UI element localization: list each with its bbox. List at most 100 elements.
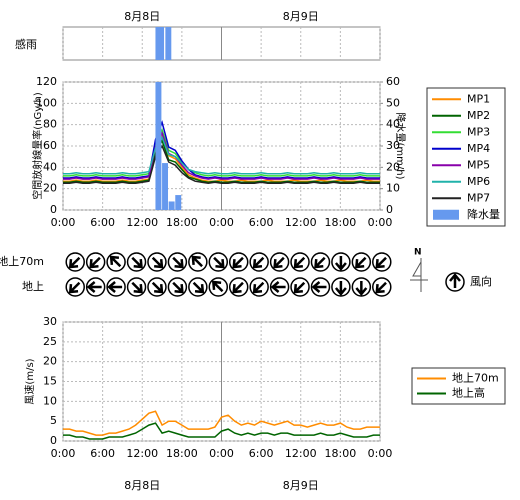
arrow-shape [191,255,203,268]
x-tick-label: 6:00 [90,216,115,229]
row-label: 地上 [22,280,44,293]
y-tick-label: 60 [43,139,57,152]
compass [410,258,428,292]
series-line [63,133,380,182]
wind-arrow [290,277,310,297]
arrow-shape [355,256,367,269]
series-line [63,422,380,440]
x-tick-label: 0:00 [209,216,234,229]
wind-arrow [290,252,310,272]
wind-arrow [85,252,106,272]
y-axis-label: 風速(m/s) [24,358,36,404]
wind-arrow [269,252,290,272]
y2-tick-label: 40 [386,118,400,131]
legend-label: MP5 [467,158,490,171]
y2-axis-label: 降水量(mm/h) [394,113,407,180]
series-line [63,120,380,179]
x-tick-label: 12:00 [126,447,158,460]
legend-label: MP6 [467,175,490,188]
y-tick-label: 15 [43,375,57,388]
x-tick-label: 12:00 [285,447,317,460]
arrow-shape [68,256,81,269]
arrow-shape [151,281,164,294]
rain-period [165,27,172,60]
series-line [63,131,380,180]
legend-label: MP7 [467,191,490,204]
wind-arrow [85,277,106,297]
y-tick-label: 40 [43,160,57,173]
arrow-shape [172,256,184,269]
wind-arrow [106,252,126,272]
arrow-shape [192,281,205,294]
date-label: 8月8日 [124,479,160,492]
arrow-shape [232,281,244,294]
arrow-shape [293,281,306,294]
wind-arrow [208,277,229,297]
date-label: 8月9日 [283,10,319,23]
wind-legend-label: 風向 [470,274,492,288]
y-tick-label: 0 [50,203,57,216]
arrow-shape [232,256,244,269]
y-tick-label: 5 [50,414,57,427]
arrow-shape [375,281,387,294]
series-line [63,410,380,436]
legend-label: 降水量 [467,207,500,221]
arrow-shape [270,281,286,293]
wind-arrow [167,252,188,272]
arrow-shape [172,281,184,294]
wind-arrow [208,252,229,272]
x-tick-label: 0:00 [368,447,393,460]
x-tick-label: 0:00 [51,447,76,460]
y-axis-label: 空間放射線量率(nGy/h) [31,92,44,200]
wind-arrow [351,252,372,272]
x-tick-label: 0:00 [209,447,234,460]
arrow-shape [86,281,102,293]
arrow-shape [334,281,347,296]
y-tick-label: 0 [50,434,57,447]
rain-period [155,27,165,60]
wind-arrow [372,252,392,272]
x-tick-label: 6:00 [249,216,274,229]
compass-north: N [414,248,422,258]
x-tick-label: 6:00 [249,447,274,460]
arrow-shape [314,256,326,269]
arrow-shape [375,256,387,269]
x-tick-label: 0:00 [51,216,76,229]
wind-arrow [372,277,392,297]
arrow-shape [355,281,368,296]
arrow-shape [311,281,327,293]
series-line [63,135,380,175]
wind-arrow [126,252,147,272]
legend-label: MP3 [467,125,490,138]
arrow-shape [131,256,143,269]
wind-arrow [106,277,126,297]
wind-arrow [228,252,249,272]
y2-tick-label: 60 [386,75,400,88]
x-tick-label: 0:00 [368,216,393,229]
wind-arrow [310,252,331,272]
strip-label: 感雨 [15,38,37,51]
y-tick-label: 80 [43,118,57,131]
legend-label: MP4 [467,142,490,155]
wind-arrow [249,252,269,272]
date-label: 8月9日 [283,479,319,492]
wind-arrow [331,252,351,272]
y2-tick-label: 30 [386,139,400,152]
bar [162,163,169,210]
arrow-shape [151,256,164,269]
arrow-shape [211,280,224,293]
bar [168,201,175,210]
wind-arrow [228,277,249,297]
y-tick-label: 20 [43,355,57,368]
wind-arrow [269,277,290,297]
bar [155,82,162,210]
x-tick-label: 12:00 [285,216,317,229]
arrow-shape [89,256,101,269]
wind-arrow [351,277,372,297]
arrow-shape [252,256,265,269]
arrow-shape [109,255,122,268]
bar [175,195,182,210]
arrow-shape [213,256,225,269]
arrow-shape [293,256,306,269]
